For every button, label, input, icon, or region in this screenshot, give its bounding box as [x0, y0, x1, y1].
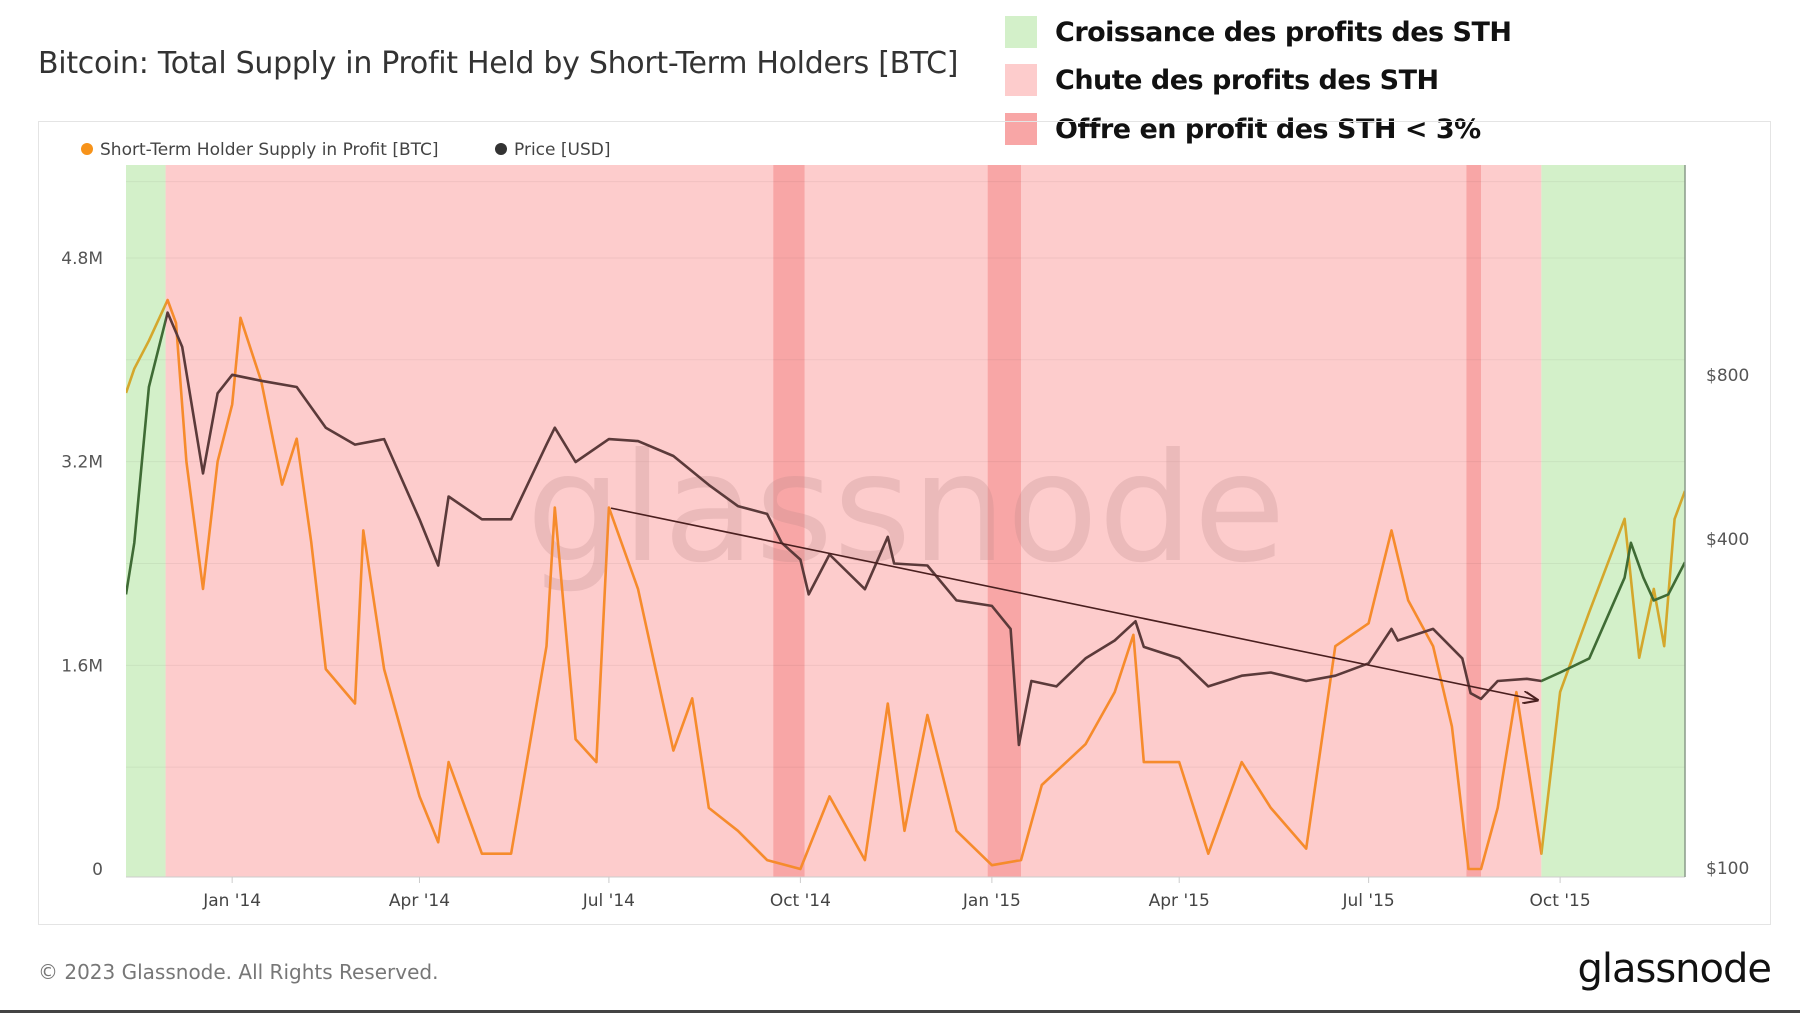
y-left-tick-label: 3.2M: [61, 453, 103, 473]
y-right-tick-label: $100: [1706, 859, 1749, 879]
x-tick-label: Jan '15: [962, 891, 1021, 911]
x-tick-label: Apr '14: [389, 891, 450, 911]
x-tick-label: Jan '14: [202, 891, 261, 911]
y-left-tick-label: 0: [92, 860, 103, 880]
y-right-tick-label: $400: [1706, 530, 1749, 550]
series-line-supply: [165, 298, 1542, 871]
annotation-legend-growth: Croissance des profits des STH: [1005, 16, 1512, 48]
legend-swatch-below3pct: [1005, 113, 1037, 145]
trend-arrow: [610, 507, 1537, 700]
bottom-divider: [0, 1010, 1800, 1013]
annotation-legend-below3pct: Offre en profit des STH < 3%: [1005, 113, 1481, 145]
legend-label-supply[interactable]: Short-Term Holder Supply in Profit [BTC]: [100, 140, 439, 160]
region-decline: [165, 165, 1542, 877]
y-right-tick-label: $800: [1706, 366, 1749, 386]
region-growth: [1541, 165, 1685, 877]
legend-label-decline: Chute des profits des STH: [1055, 64, 1439, 96]
x-tick-label: Apr '15: [1149, 891, 1210, 911]
y-left-tick-label: 4.8M: [61, 249, 103, 269]
y-left-tick-label: 1.6M: [61, 656, 103, 676]
legend-label-below3pct: Offre en profit des STH < 3%: [1055, 113, 1481, 145]
region-below3pct: [987, 165, 1022, 877]
x-tick-label: Jul '15: [1342, 891, 1395, 911]
x-tick-label: Oct '14: [770, 891, 831, 911]
legend-label-growth: Croissance des profits des STH: [1055, 16, 1512, 48]
annotation-legend-decline: Chute des profits des STH: [1005, 64, 1439, 96]
x-tick-label: Oct '15: [1530, 891, 1591, 911]
legend-dot-supply: [81, 143, 93, 155]
chart-title: Bitcoin: Total Supply in Profit Held by …: [38, 46, 959, 81]
chart-container: [38, 121, 1771, 925]
copyright-footer: © 2023 Glassnode. All Rights Reserved.: [38, 960, 439, 984]
legend-swatch-decline: [1005, 64, 1037, 96]
region-growth: [126, 165, 166, 877]
x-tick-label: Jul '14: [582, 891, 635, 911]
region-below3pct: [1466, 165, 1482, 877]
glassnode-logo: glassnode: [1577, 946, 1772, 992]
legend-swatch-growth: [1005, 16, 1037, 48]
watermark: glassnode: [526, 422, 1285, 596]
region-below3pct: [773, 165, 805, 877]
legend-dot-price: [495, 143, 507, 155]
legend-label-price[interactable]: Price [USD]: [514, 140, 610, 160]
